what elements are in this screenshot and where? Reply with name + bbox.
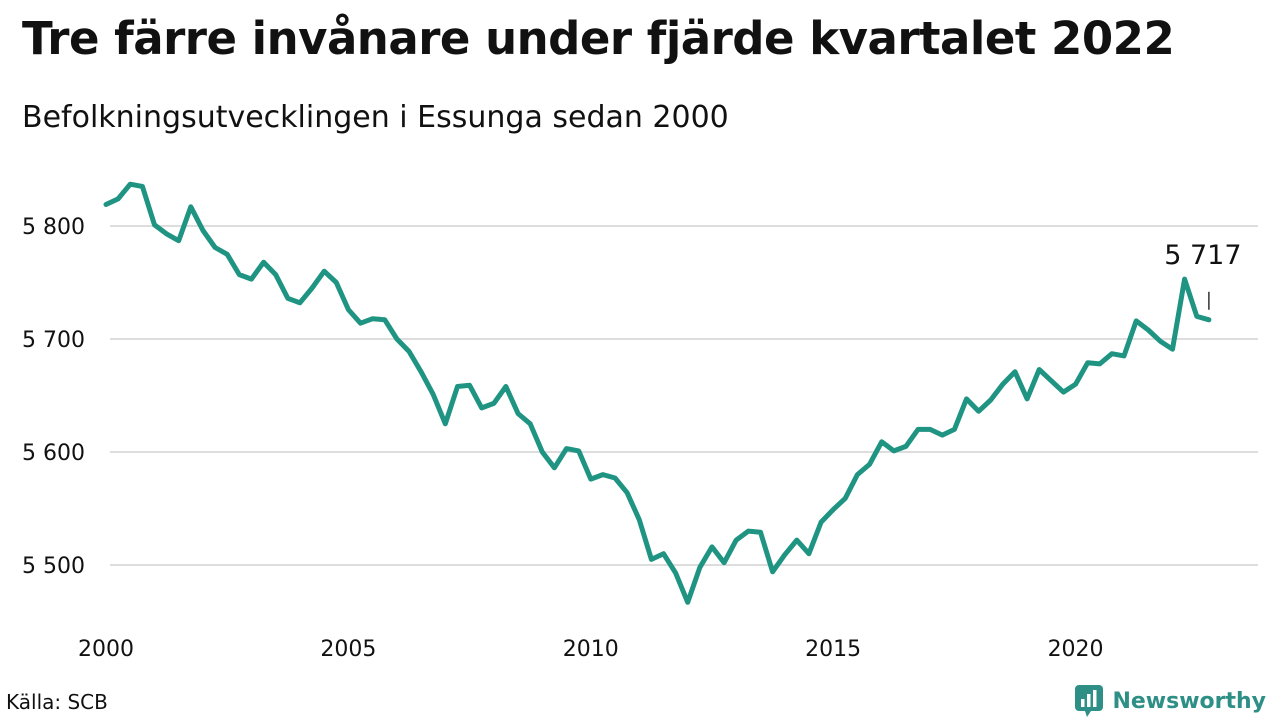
x-tick-label: 2005 [320,637,376,662]
y-tick-label: 5 800 [22,215,85,240]
series-line [106,184,1209,602]
x-tick-label: 2020 [1048,637,1104,662]
x-tick-label: 2000 [78,637,134,662]
y-tick-label: 5 600 [22,441,85,466]
brand-name: Newsworthy [1112,689,1266,714]
y-tick-label: 5 500 [22,554,85,579]
y-axis-ticks: 5 500 5 600 5 700 5 800 [22,215,85,579]
annotation-group: 5 717 [1164,240,1241,310]
brand-logo: Newsworthy [1074,684,1266,718]
x-tick-label: 2010 [563,637,619,662]
series-lines [106,184,1209,602]
x-tick-label: 2015 [805,637,861,662]
annotation-label: 5 717 [1164,240,1241,271]
y-tick-label: 5 700 [22,328,85,353]
newsworthy-logo-icon [1074,684,1104,718]
source-note: Källa: SCB [6,690,108,714]
gridlines [110,226,1258,565]
x-axis-ticks: 2000 2005 2010 2015 2020 [78,637,1104,662]
